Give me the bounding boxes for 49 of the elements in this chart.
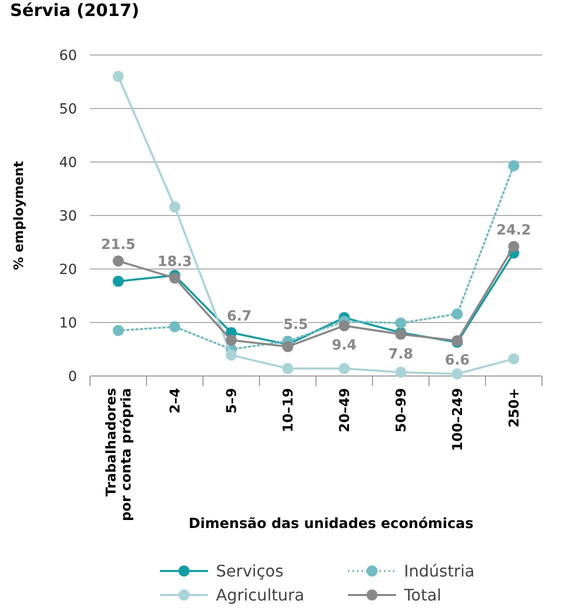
- legend-label: Indústria: [404, 562, 475, 581]
- data-label: 7.8: [388, 346, 414, 362]
- y-tick-label: 20: [59, 262, 77, 278]
- point: [169, 321, 180, 332]
- point: [112, 255, 124, 266]
- legend-label: Serviços: [216, 562, 284, 581]
- point: [226, 334, 237, 346]
- data-label: 9.4: [332, 338, 357, 354]
- point: [338, 363, 350, 374]
- y-axis-title: % employment: [12, 161, 27, 270]
- point: [452, 368, 463, 380]
- x-axis-title: Dimensão das unidades económicas: [188, 516, 474, 532]
- point: [169, 272, 180, 284]
- x-tick-label: Trabalhadores por conta própria: [104, 388, 134, 522]
- data-label: 6.6: [444, 352, 470, 369]
- point: [112, 276, 124, 287]
- point: [226, 350, 237, 361]
- y-tick-label: 30: [59, 208, 77, 224]
- data-label: 24.2: [496, 222, 532, 239]
- point: [395, 366, 406, 378]
- y-tick-label: 50: [59, 101, 77, 118]
- y-tick-label: 40: [59, 154, 77, 171]
- point: [112, 70, 124, 82]
- data-label: 6.7: [226, 308, 252, 325]
- data-label: 18.3: [157, 254, 192, 270]
- legend-label: Total: [403, 586, 442, 605]
- point: [508, 241, 520, 252]
- legend-label: Agricultura: [216, 586, 304, 605]
- point: [112, 325, 124, 336]
- x-tick-label: 50–99: [393, 388, 410, 432]
- point: [508, 353, 520, 364]
- chart-title: Sérvia (2017): [10, 1, 140, 21]
- point: [508, 160, 520, 172]
- x-tick-label: 5–9: [224, 388, 240, 414]
- x-tick-label: 20–49: [336, 388, 353, 432]
- x-tick-label: 100–249: [450, 388, 466, 452]
- data-label: 21.5: [100, 236, 136, 253]
- y-tick-label: 0: [68, 368, 77, 385]
- point: [338, 320, 350, 332]
- point: [282, 363, 294, 374]
- point: [395, 318, 406, 329]
- x-tick-label: 10–19: [280, 388, 296, 432]
- point: [452, 308, 463, 320]
- x-tick-label: 250+: [506, 388, 522, 428]
- y-tick-label: 60: [59, 48, 77, 64]
- y-tick-label: 10: [59, 315, 77, 332]
- point: [282, 341, 294, 352]
- x-tick-label: 2–4: [167, 388, 184, 414]
- point: [169, 201, 180, 212]
